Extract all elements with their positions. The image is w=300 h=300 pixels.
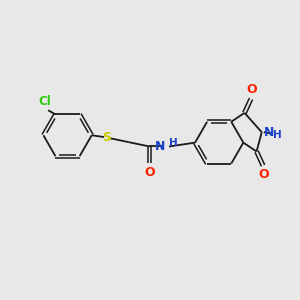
Text: Cl: Cl [38,95,51,108]
Text: N: N [154,140,165,153]
Text: H: H [169,138,177,148]
Text: O: O [246,83,257,96]
Text: O: O [144,166,155,178]
Text: O: O [258,168,269,181]
Text: S: S [103,131,112,144]
Text: H: H [273,130,282,140]
Text: N: N [264,126,274,139]
